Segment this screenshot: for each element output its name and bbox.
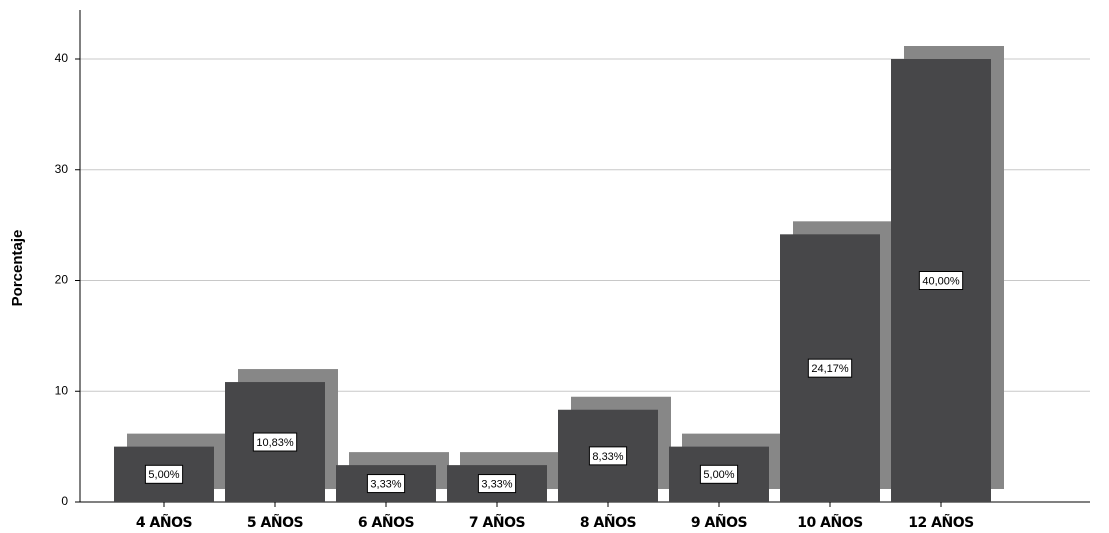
value-label-box [477,474,517,494]
value-label: 40,00% [922,275,960,287]
value-label-box [588,446,628,466]
value-label-box [699,464,739,484]
value-label: 24,17% [811,363,849,375]
x-tick-label: 5 AÑOS [247,514,304,531]
value-label-box [144,464,184,484]
y-axis-label: Porcentaje [9,230,26,307]
value-label: 10,83% [256,437,294,449]
value-label: 3,33% [370,478,401,490]
value-label-box [252,432,298,452]
y-tick-label: 10 [55,383,69,397]
value-label: 5,00% [703,469,734,481]
value-label: 3,33% [481,478,512,490]
x-tick-label: 10 AÑOS [797,514,863,531]
value-label: 8,33% [592,451,623,463]
y-tick-label: 20 [55,273,69,287]
value-label-box [918,271,964,290]
x-tick-label: 8 AÑOS [580,514,637,531]
x-tick-label: 9 AÑOS [691,514,748,531]
y-tick-label: 0 [61,494,68,508]
x-tick-label: 4 AÑOS [136,514,193,531]
y-tick-label: 30 [55,162,69,176]
x-tick-label: 12 AÑOS [908,514,974,531]
y-tick-label: 40 [55,51,69,65]
value-label-box [366,474,406,494]
value-label-box [807,358,853,378]
x-tick-label: 6 AÑOS [358,514,415,531]
x-tick-label: 7 AÑOS [469,514,526,531]
value-label: 5,00% [148,469,179,481]
